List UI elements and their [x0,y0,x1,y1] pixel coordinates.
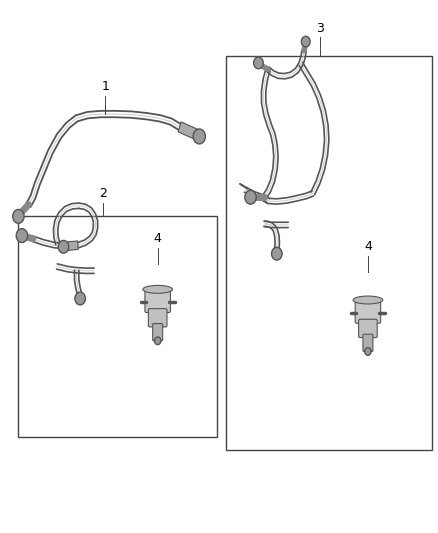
Ellipse shape [143,285,173,293]
FancyBboxPatch shape [359,319,377,337]
Circle shape [13,209,24,223]
Polygon shape [66,241,78,251]
Circle shape [301,36,310,47]
Text: 4: 4 [364,240,372,253]
FancyBboxPatch shape [153,324,162,341]
Ellipse shape [353,296,383,304]
Text: 1: 1 [101,80,109,93]
Circle shape [75,292,85,305]
Text: 3: 3 [316,22,324,35]
Circle shape [254,57,263,69]
Circle shape [16,229,28,243]
FancyBboxPatch shape [355,300,381,323]
Circle shape [245,190,256,204]
Circle shape [272,247,282,260]
Bar [226,56,432,450]
Circle shape [365,348,371,356]
Circle shape [58,240,69,253]
Text: 4: 4 [154,232,162,245]
Circle shape [193,129,205,144]
Bar [18,216,217,437]
FancyBboxPatch shape [145,289,170,312]
Text: 2: 2 [99,187,107,200]
FancyBboxPatch shape [148,309,167,327]
Circle shape [155,337,161,345]
Polygon shape [178,122,198,139]
FancyBboxPatch shape [363,334,373,351]
